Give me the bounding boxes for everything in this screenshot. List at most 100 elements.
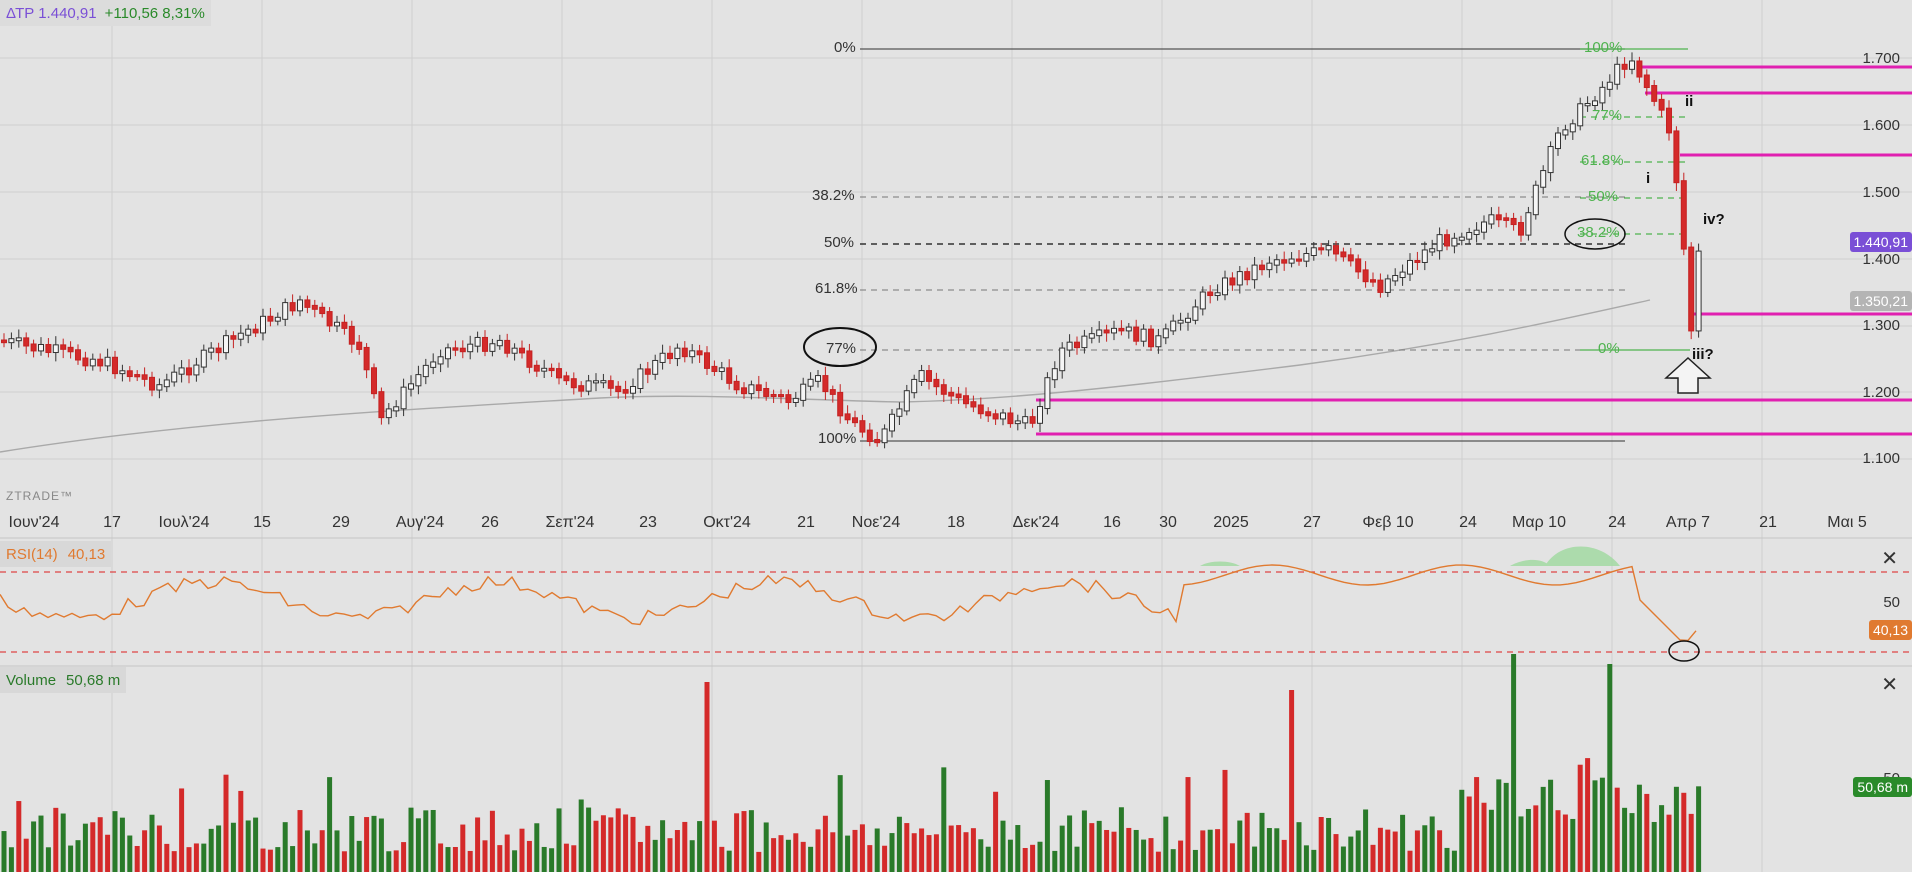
volume-bar xyxy=(1481,802,1487,872)
candle-body xyxy=(126,370,133,378)
candle-body xyxy=(8,338,15,344)
candle-body xyxy=(1569,123,1576,133)
candle-body xyxy=(1229,277,1236,286)
rsi-close-icon[interactable]: ✕ xyxy=(1881,548,1898,570)
candle-body xyxy=(245,328,252,336)
volume-bar xyxy=(1192,849,1198,872)
volume-bar xyxy=(1281,839,1287,872)
rsi-indicator-label[interactable]: RSI(14) 40,13 xyxy=(0,541,112,567)
volume-bar xyxy=(1525,808,1531,872)
volume-bar xyxy=(1133,829,1139,872)
candle-body xyxy=(1051,368,1058,381)
volume-close-icon[interactable]: ✕ xyxy=(1881,674,1898,696)
volume-bar xyxy=(1474,777,1480,872)
volume-bar xyxy=(563,843,569,872)
rsi-value-badge: 40,13 xyxy=(1868,620,1912,640)
volume-bar xyxy=(660,820,666,872)
volume-bar xyxy=(852,829,858,872)
candle-body xyxy=(859,420,866,433)
volume-value: 50,68 m xyxy=(66,671,121,689)
volume-bar xyxy=(327,777,333,872)
candle-body xyxy=(171,371,178,383)
candlestick-series xyxy=(1,52,1702,449)
volume-bar xyxy=(401,842,407,872)
volume-bar xyxy=(1407,850,1413,872)
candle-body xyxy=(844,413,851,421)
volume-bar xyxy=(201,843,207,872)
volume-bar xyxy=(933,834,939,872)
volume-bar xyxy=(667,838,673,872)
candle-body xyxy=(208,347,215,353)
wave-label-iii: iii? xyxy=(1692,346,1714,363)
rsi-value: 40,13 xyxy=(67,545,106,563)
candle-body xyxy=(792,397,799,403)
candle-body xyxy=(874,438,881,444)
volume-bar xyxy=(911,833,917,872)
candle-body xyxy=(1643,74,1650,89)
volume-bar xyxy=(1296,822,1302,872)
volume-bar xyxy=(1555,810,1561,872)
candle-body xyxy=(1029,416,1036,424)
volume-bar xyxy=(90,822,96,872)
volume-bar xyxy=(1451,850,1457,872)
volume-bar xyxy=(645,825,651,872)
volume-bar xyxy=(711,820,717,872)
candle-body xyxy=(1192,306,1199,321)
volume-bar xyxy=(75,840,81,872)
volume-bar xyxy=(1688,813,1694,872)
volume-bar xyxy=(8,847,14,872)
volume-bar xyxy=(430,809,436,872)
volume-bar xyxy=(763,822,769,872)
candle-body xyxy=(1666,107,1672,134)
candle-body xyxy=(489,343,496,352)
volume-bar xyxy=(1585,758,1591,872)
volume-bar xyxy=(815,829,821,872)
volume-bar xyxy=(253,817,259,872)
candle-body xyxy=(326,311,333,327)
volume-bar xyxy=(1030,844,1036,872)
ticker-header[interactable]: ΔΤΡ 1.440,91 +110,56 8,31% xyxy=(0,0,211,26)
volume-bar xyxy=(1548,779,1554,872)
candle-body xyxy=(1636,60,1643,78)
volume-bar xyxy=(1104,829,1110,872)
candle-body xyxy=(341,321,348,329)
volume-bar xyxy=(1348,836,1354,872)
volume-bar xyxy=(637,841,643,872)
candle-body xyxy=(681,347,688,358)
candle-body xyxy=(704,352,710,369)
volume-bar xyxy=(771,838,777,872)
candle-body xyxy=(1303,253,1310,262)
candle-body xyxy=(1118,327,1125,332)
candle-body xyxy=(755,384,762,391)
volume-bar xyxy=(1148,838,1154,872)
candle-body xyxy=(770,393,777,398)
candle-body xyxy=(800,383,807,401)
wave-label-i: i xyxy=(1646,170,1651,187)
volume-bar xyxy=(689,840,695,872)
candle-body xyxy=(696,350,703,356)
time-axis-label: 30 xyxy=(1159,514,1177,531)
volume-bar xyxy=(1636,784,1642,872)
volume-bar xyxy=(1044,780,1050,872)
volume-bar xyxy=(1266,828,1272,872)
candle-body xyxy=(1007,412,1014,425)
candle-body xyxy=(163,379,170,388)
volume-indicator-label[interactable]: Volume 50,68 m xyxy=(0,667,127,693)
volume-bar xyxy=(1185,777,1191,872)
candle-body xyxy=(445,347,451,360)
candle-body xyxy=(1081,335,1088,349)
candle-body xyxy=(1111,327,1117,334)
volume-bar xyxy=(822,815,828,872)
volume-bar xyxy=(1429,816,1435,872)
candle-body xyxy=(230,335,237,340)
volume-bar xyxy=(578,799,584,872)
volume-bar xyxy=(1503,782,1509,872)
volume-bar xyxy=(697,821,703,872)
candle-body xyxy=(1103,329,1110,334)
volume-bar xyxy=(1229,843,1235,872)
candle-body xyxy=(1651,85,1658,102)
volume-bar xyxy=(171,851,177,872)
time-axis-label: Ιουλ'24 xyxy=(158,514,210,531)
volume-bar xyxy=(1237,820,1243,872)
